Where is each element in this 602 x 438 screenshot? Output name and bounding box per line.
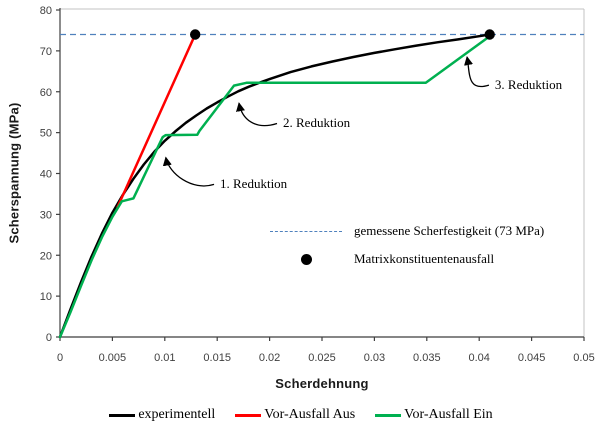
- y-tick-label: 30: [40, 209, 52, 221]
- annotation-arrow-3: [464, 55, 490, 88]
- inner-legend-row-marker: Matrixkonstituentenausfall: [270, 245, 544, 273]
- x-tick-label: 0: [57, 352, 63, 364]
- x-axis-title: Scherdehnung: [275, 376, 369, 391]
- legend-label-experimentell: experimentell: [138, 407, 216, 422]
- y-tick-label: 40: [40, 169, 52, 181]
- y-tick-label: 0: [46, 332, 52, 344]
- x-tick-label: 0.025: [308, 352, 336, 364]
- bottom-legend: experimentell Vor-Ausfall Aus Vor-Ausfal…: [0, 405, 602, 425]
- inner-legend: gemessene Scherfestigkeit (73 MPa) Matri…: [270, 217, 544, 273]
- y-tick-label: 60: [40, 87, 52, 99]
- x-tick-label: 0.01: [154, 352, 175, 364]
- legend-item-vor-ausfall-aus: Vor-Ausfall Aus: [235, 405, 355, 425]
- legend-item-vor-ausfall-ein: Vor-Ausfall Ein: [375, 405, 493, 425]
- legend-item-experimentell: experimentell: [109, 405, 215, 425]
- marker-legend-label: Matrixkonstituentenausfall: [354, 251, 495, 266]
- y-tick-label: 70: [40, 46, 52, 58]
- inner-legend-row-threshold: gemessene Scherfestigkeit (73 MPa): [270, 217, 544, 245]
- x-tick-label: 0.03: [364, 352, 385, 364]
- legend-line-sample-experimentell: [109, 413, 136, 417]
- annotation-3-reduktion: 3. Reduktion: [494, 77, 563, 93]
- legend-label-vor-ausfall-ein: Vor-Ausfall Ein: [404, 407, 493, 422]
- legend-line-sample-vor-ausfall-ein: [375, 413, 402, 417]
- x-tick-label: 0.045: [518, 352, 546, 364]
- x-tick-label: 0.035: [413, 352, 441, 364]
- x-tick-label: 0.005: [99, 352, 127, 364]
- threshold-dash-sample: [270, 230, 342, 232]
- y-axis-title: Scherspannung (MPa): [6, 102, 22, 244]
- x-tick-label: 0.04: [468, 352, 489, 364]
- marker-dot: [484, 29, 495, 40]
- y-tick-label: 20: [40, 250, 52, 262]
- annotation-2-reduktion: 2. Reduktion: [283, 115, 351, 131]
- x-tick-label: 0.02: [259, 352, 280, 364]
- marker-dot: [190, 29, 201, 40]
- annotation-arrow-1: [162, 156, 215, 187]
- x-tick-label: 0.015: [203, 352, 231, 364]
- annotation-1-reduktion: 1. Reduktion: [220, 176, 288, 192]
- y-tick-label: 10: [40, 291, 52, 303]
- series-vor-ausfall-ein: [58, 34, 491, 339]
- y-tick-label: 80: [40, 5, 52, 17]
- threshold-legend-label: gemessene Scherfestigkeit (73 MPa): [354, 223, 545, 238]
- series-vor-ausfall-aus: [116, 33, 197, 209]
- marker-dot-sample: [300, 253, 312, 265]
- annotation-arrow-2: [236, 102, 278, 127]
- legend-line-sample-vor-ausfall-aus: [235, 413, 262, 417]
- x-tick-label: 0.05: [573, 352, 594, 364]
- y-tick-label: 50: [40, 128, 52, 140]
- marker-sample-wrap: [270, 253, 342, 265]
- legend-label-vor-ausfall-aus: Vor-Ausfall Aus: [264, 407, 356, 422]
